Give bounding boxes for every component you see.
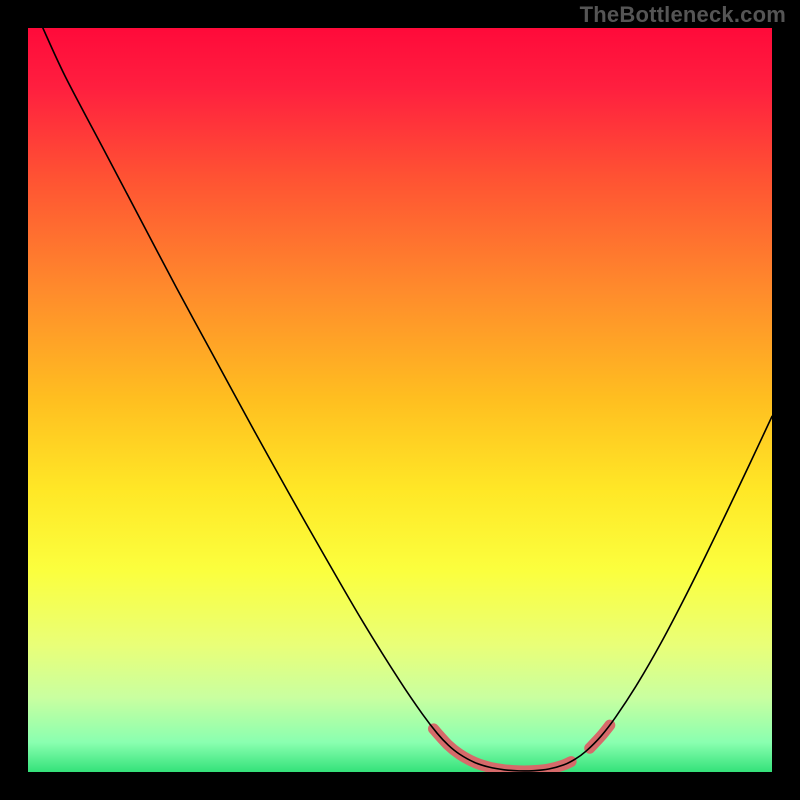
plot-background: [28, 28, 772, 772]
bottleneck-chart: [0, 0, 800, 800]
watermark-text: TheBottleneck.com: [580, 2, 786, 28]
chart-container: TheBottleneck.com: [0, 0, 800, 800]
